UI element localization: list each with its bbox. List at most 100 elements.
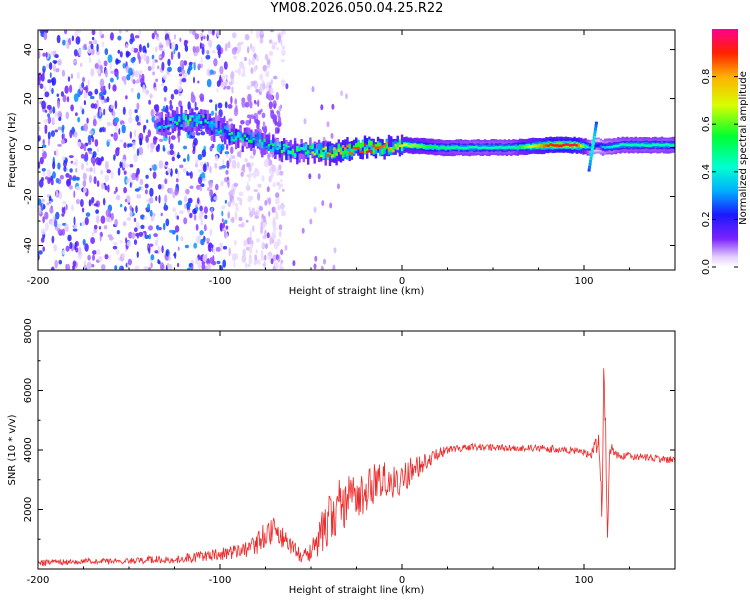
noise-blob — [237, 45, 241, 53]
noise-blob — [66, 178, 72, 187]
noise-blob — [50, 130, 56, 138]
ridge-cell — [566, 143, 570, 146]
ridge-cell — [285, 144, 288, 148]
ridge-cell — [649, 144, 653, 147]
noise-blob — [70, 204, 75, 212]
noise-blob — [148, 99, 152, 105]
ridge-cell — [636, 143, 640, 147]
noise-blob — [145, 89, 150, 95]
ridge-cell — [248, 139, 251, 143]
ridge-cell — [403, 143, 406, 146]
noise-blob — [185, 188, 190, 195]
noise-blob — [155, 46, 158, 53]
noise-blob — [280, 59, 285, 63]
ridge-cell — [394, 144, 397, 150]
ridge-cell — [459, 146, 463, 150]
noise-blob — [158, 194, 161, 204]
ridge-cell — [479, 146, 482, 150]
noise-blob — [197, 80, 200, 84]
noise-blob — [221, 205, 226, 210]
noise-blob — [178, 100, 183, 107]
noise-blob — [191, 131, 196, 136]
noise-blob — [220, 143, 225, 151]
ridge-cell — [267, 144, 271, 147]
noise-blob — [245, 262, 248, 269]
ridge-cell — [219, 123, 222, 130]
noise-blob — [46, 202, 50, 206]
noise-blob — [110, 133, 114, 137]
noise-blob — [139, 114, 142, 123]
noise-blob — [100, 215, 106, 224]
noise-blob — [203, 35, 206, 40]
ridge-cell — [560, 144, 563, 147]
noise-blob — [163, 97, 167, 102]
noise-blob — [155, 145, 160, 153]
noise-blob — [148, 243, 154, 247]
noise-blob — [50, 178, 54, 186]
ridge-cell — [189, 117, 192, 131]
noise-blob — [73, 216, 76, 225]
noise-blob — [174, 225, 180, 233]
ridge-cell — [278, 148, 281, 158]
ridge-cell — [490, 146, 493, 150]
ridge-cell — [442, 146, 445, 149]
ridge-cell — [400, 146, 404, 152]
noise-blob — [245, 119, 251, 126]
noise-blob — [257, 99, 260, 107]
noise-blob — [261, 112, 266, 119]
ridge-spike-cell — [594, 124, 598, 128]
noise-blob — [133, 129, 137, 138]
noise-blob — [115, 186, 118, 193]
noise-blob — [170, 135, 176, 141]
noise-blob — [107, 54, 113, 63]
ridge-cell — [333, 150, 336, 158]
ridge-cell — [451, 146, 454, 149]
ridge-cell — [293, 153, 297, 157]
ridge-cell — [204, 114, 207, 123]
noise-blob — [323, 258, 326, 265]
ridge-cell — [599, 145, 603, 148]
ridge-cell — [217, 130, 220, 134]
ridge-cell — [337, 146, 340, 159]
noise-blob — [184, 40, 189, 44]
ridge-cell — [370, 140, 373, 146]
noise-blob — [240, 172, 244, 177]
noise-blob — [42, 204, 46, 210]
noise-blob — [224, 101, 228, 109]
noise-blob — [183, 158, 186, 163]
ridge-cell — [420, 144, 423, 148]
noise-blob — [261, 175, 265, 182]
ridge-cell — [525, 145, 528, 149]
ridge-cell — [171, 117, 174, 121]
noise-blob — [273, 103, 276, 110]
ridge-cell — [400, 144, 404, 147]
ridge-cell — [669, 144, 672, 147]
colorbar-tick-label: 0.4 — [701, 164, 712, 180]
noise-blob — [73, 59, 77, 64]
noise-blob — [94, 88, 99, 95]
noise-blob — [167, 168, 171, 174]
y-tick-label: 4000 — [23, 437, 34, 462]
noise-blob — [41, 144, 47, 148]
noise-blob — [209, 165, 212, 174]
noise-blob — [96, 214, 100, 224]
noise-blob — [259, 206, 263, 211]
noise-blob — [75, 198, 80, 205]
noise-blob — [103, 225, 108, 230]
noise-blob — [251, 56, 255, 66]
ridge-cell — [516, 146, 520, 149]
noise-blob — [173, 48, 176, 55]
noise-blob — [77, 116, 81, 123]
noise-blob — [125, 43, 128, 49]
noise-blob — [91, 196, 95, 204]
noise-blob — [281, 45, 286, 50]
ridge-cell — [182, 112, 185, 120]
noise-blob — [142, 84, 146, 94]
noise-blob — [200, 254, 203, 262]
ridge-cell — [536, 145, 539, 148]
noise-blob — [255, 238, 260, 243]
ridge-cell — [326, 154, 330, 158]
noise-blob — [148, 225, 153, 231]
noise-blob — [73, 190, 76, 198]
noise-blob — [238, 223, 243, 228]
